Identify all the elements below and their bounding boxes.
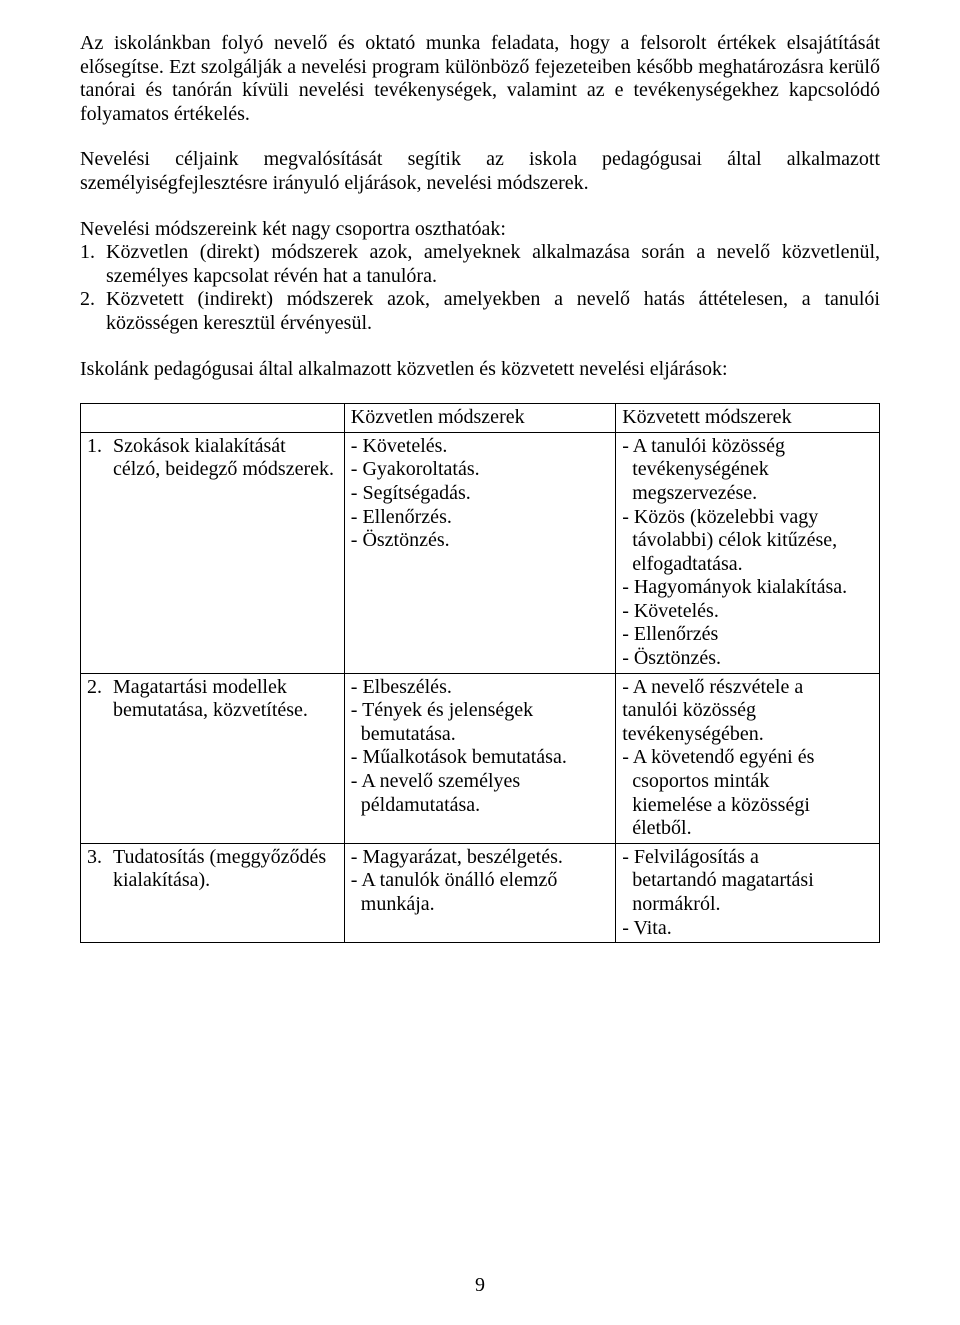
cell-line: bemutatása. [351, 723, 609, 747]
header-cell-c: Közvetett módszerek [616, 404, 880, 433]
list-item-2: 2. Közvetett (indirekt) módszerek azok, … [80, 288, 880, 335]
cell-line: tanulói közösség [622, 699, 873, 723]
cell-line: - Magyarázat, beszélgetés. [351, 846, 609, 870]
cell-line: - Elbeszélés. [351, 676, 609, 700]
row3-cell-b: - Magyarázat, beszélgetés.- A tanulók ön… [344, 843, 615, 942]
cell-line: példamutatása. [351, 794, 609, 818]
cell-line: - Ösztönzés. [351, 529, 609, 553]
cell-line: tevékenységében. [622, 723, 873, 747]
row2-num: 2. [87, 676, 113, 723]
methods-table: Közvetlen módszerek Közvetett módszerek … [80, 403, 880, 943]
row2-label: Magatartási modellek bemutatása, közvetí… [113, 676, 338, 723]
cell-line: - A követendő egyéni és [622, 746, 873, 770]
row2-cell-c: - A nevelő részvétele atanulói közösségt… [616, 673, 880, 843]
list-item-2-number: 2. [80, 288, 106, 335]
cell-line: elfogadtatása. [622, 553, 873, 577]
page: Az iskolánkban folyó nevelő és oktató mu… [0, 0, 960, 1325]
row1-label: Szokások kialakítását célzó, beidegző mó… [113, 435, 338, 482]
page-number: 9 [0, 1274, 960, 1297]
paragraph-2: Nevelési céljaink megvalósítását segítik… [80, 148, 880, 195]
cell-line: munkája. [351, 893, 609, 917]
cell-line: - Tények és jelenségek [351, 699, 609, 723]
cell-line: - A nevelő személyes [351, 770, 609, 794]
row1-cell-c: - A tanulói közösség tevékenységének meg… [616, 432, 880, 673]
cell-line: - A tanulói közösség [622, 435, 873, 459]
methods-list: Nevelési módszereink két nagy csoportra … [80, 218, 880, 336]
row1-num: 1. [87, 435, 113, 482]
header-cell-b: Közvetlen módszerek [344, 404, 615, 433]
list-intro: Nevelési módszereink két nagy csoportra … [80, 218, 880, 242]
row3-cell-c: - Felvilágosítás a betartandó magatartás… [616, 843, 880, 942]
cell-line: - Hagyományok kialakítása. [622, 576, 873, 600]
cell-line: távolabbi) célok kitűzése, [622, 529, 873, 553]
table-row: 2. Magatartási modellek bemutatása, közv… [81, 673, 880, 843]
cell-line: - Közös (közelebbi vagy [622, 506, 873, 530]
cell-line: - A nevelő részvétele a [622, 676, 873, 700]
cell-line: életből. [622, 817, 873, 841]
cell-line: - Segítségadás. [351, 482, 609, 506]
cell-line: betartandó magatartási [622, 869, 873, 893]
cell-line: - A tanulók önálló elemző [351, 869, 609, 893]
cell-line: megszervezése. [622, 482, 873, 506]
paragraph-1: Az iskolánkban folyó nevelő és oktató mu… [80, 32, 880, 126]
cell-line: tevékenységének [622, 458, 873, 482]
cell-line: - Követelés. [351, 435, 609, 459]
table-row: 1. Szokások kialakítását célzó, beidegző… [81, 432, 880, 673]
cell-line: - Gyakoroltatás. [351, 458, 609, 482]
cell-line: - Ellenőrzés. [351, 506, 609, 530]
row2-cell-b: - Elbeszélés.- Tények és jelenségek bemu… [344, 673, 615, 843]
table-row: 3. Tudatosítás (meggyőződés kialakítása)… [81, 843, 880, 942]
cell-line: kiemelése a közösségi [622, 794, 873, 818]
cell-line: - Ösztönzés. [622, 647, 873, 671]
list-item-2-text: Közvetett (indirekt) módszerek azok, ame… [106, 288, 880, 335]
row3-label: Tudatosítás (meggyőződés kialakítása). [113, 846, 338, 893]
list-item-1: 1. Közvetlen (direkt) módszerek azok, am… [80, 241, 880, 288]
row3-cell-a: 3. Tudatosítás (meggyőződés kialakítása)… [81, 843, 345, 942]
cell-line: - Felvilágosítás a [622, 846, 873, 870]
table-header-row: Közvetlen módszerek Közvetett módszerek [81, 404, 880, 433]
cell-line: csoportos minták [622, 770, 873, 794]
row1-cell-a: 1. Szokások kialakítását célzó, beidegző… [81, 432, 345, 673]
cell-line: - Ellenőrzés [622, 623, 873, 647]
header-cell-a [81, 404, 345, 433]
cell-line: normákról. [622, 893, 873, 917]
cell-line: - Vita. [622, 917, 873, 941]
row1-cell-b: - Követelés.- Gyakoroltatás.- Segítségad… [344, 432, 615, 673]
paragraph-4: Iskolánk pedagógusai által alkalmazott k… [80, 358, 880, 382]
cell-line: - Követelés. [622, 600, 873, 624]
list-item-1-text: Közvetlen (direkt) módszerek azok, amely… [106, 241, 880, 288]
row3-num: 3. [87, 846, 113, 893]
list-item-1-number: 1. [80, 241, 106, 288]
cell-line: - Műalkotások bemutatása. [351, 746, 609, 770]
row2-cell-a: 2. Magatartási modellek bemutatása, közv… [81, 673, 345, 843]
